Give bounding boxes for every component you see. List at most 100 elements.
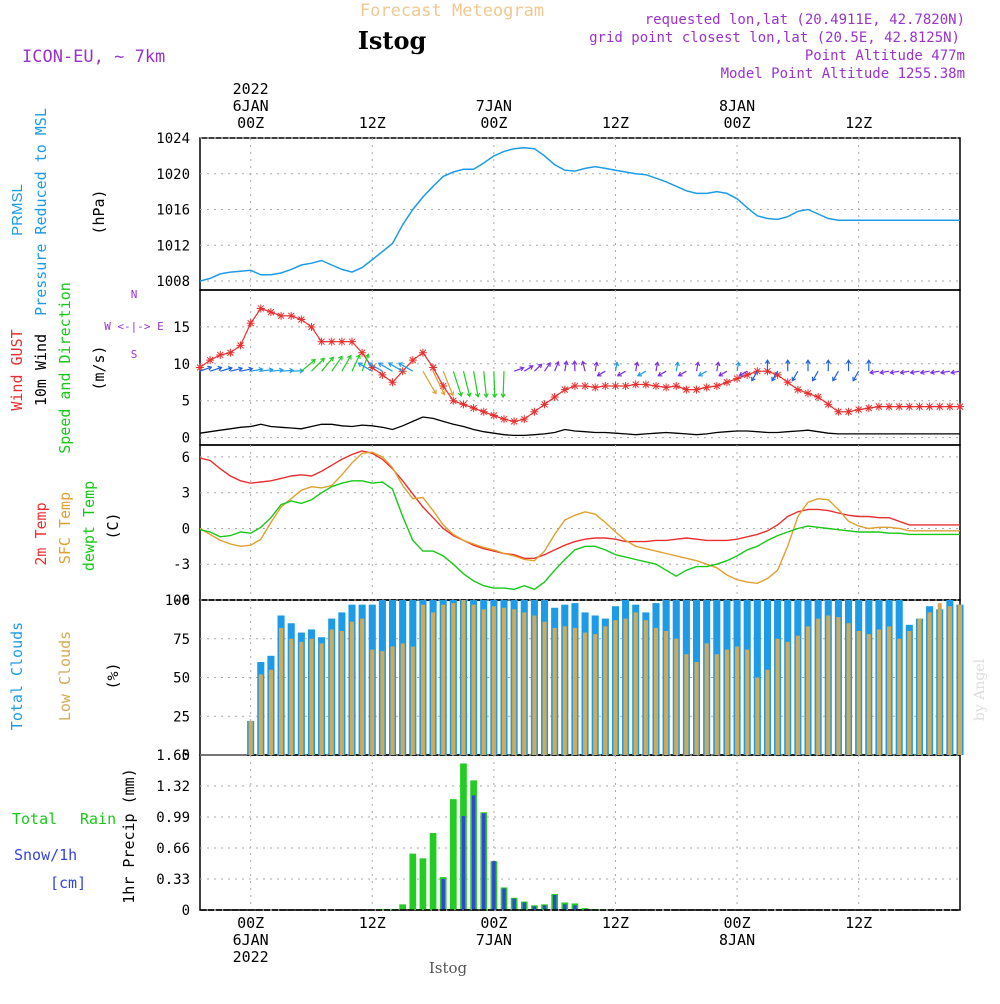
grid-point-coords: grid point closest lon,lat (20.5E, 42.81… <box>589 30 960 46</box>
gust-marker <box>682 386 690 394</box>
low-cloud-bar <box>958 605 962 755</box>
sfctemp-line <box>200 452 960 583</box>
model-name: ICON-EU, ~ 7km <box>22 47 165 67</box>
low-cloud-bar <box>664 631 668 755</box>
compass-n: N <box>131 288 138 301</box>
low-cloud-bar <box>654 628 658 755</box>
top-time-label: 6JAN <box>233 97 269 115</box>
low-cloud-bar <box>897 639 901 755</box>
gust-marker <box>915 403 923 411</box>
label-snow: Snow/1h <box>14 846 77 864</box>
gust-marker <box>297 316 305 324</box>
panel-frame <box>200 755 960 910</box>
top-time-label: 8JAN <box>719 97 755 115</box>
requested-coords: requested lon,lat (20.4911E, 42.7820N) <box>645 12 965 28</box>
compass-we: W <-|-> E <box>104 320 164 333</box>
gust-marker <box>480 408 488 416</box>
bottom-time-label: 00Z <box>480 914 507 932</box>
bottom-time-label: 12Z <box>845 914 872 932</box>
gust-marker <box>723 378 731 386</box>
gust-marker <box>348 338 356 346</box>
y-tick-label: 3 <box>182 486 190 502</box>
low-cloud-bar <box>847 623 851 755</box>
gust-marker <box>551 393 559 401</box>
bottom-time-label: 7JAN <box>476 931 512 949</box>
snow-bar <box>441 879 444 910</box>
low-cloud-bar <box>806 626 810 755</box>
gust-marker <box>500 415 508 423</box>
bottom-time-label: 8JAN <box>719 931 755 949</box>
bottom-time-label: 12Z <box>359 914 386 932</box>
rain-bar <box>430 833 437 910</box>
low-cloud-bar <box>887 626 891 755</box>
y-tick-label: 1024 <box>156 131 190 147</box>
panel-frame <box>200 445 960 600</box>
gust-marker <box>662 383 670 391</box>
gust-marker <box>622 382 630 390</box>
low-cloud-bar <box>401 643 405 755</box>
gust-marker <box>865 404 873 412</box>
gust-marker <box>652 382 660 390</box>
y-tick-label: 1008 <box>156 274 190 290</box>
gust-marker <box>895 403 903 411</box>
wind10m-line <box>200 417 960 435</box>
gust-marker <box>591 383 599 391</box>
compass-s: S <box>131 348 138 361</box>
low-cloud-bar <box>867 634 871 755</box>
low-cloud-bar <box>472 605 476 755</box>
gust-marker <box>510 417 518 425</box>
gust-marker <box>459 400 467 408</box>
gust-marker <box>855 406 863 414</box>
snow-bar <box>502 888 505 910</box>
low-cloud-bar <box>279 628 283 755</box>
rain-bar <box>399 904 406 910</box>
temp2m-line <box>200 451 960 558</box>
gust-marker <box>946 403 954 411</box>
low-cloud-bar <box>512 609 516 755</box>
low-cloud-bar <box>644 620 648 755</box>
low-cloud-bar <box>421 605 425 755</box>
low-cloud-bar <box>674 639 678 755</box>
y-tick-label: 1016 <box>156 203 190 219</box>
gust-marker <box>206 356 214 364</box>
snow-bar <box>492 861 495 910</box>
gust-marker <box>581 382 589 390</box>
gust-marker <box>905 403 913 411</box>
low-cloud-bar <box>715 654 719 755</box>
bottom-time-label: 00Z <box>237 914 264 932</box>
y-tick-label: 0.33 <box>156 872 190 888</box>
low-cloud-bar <box>907 631 911 755</box>
gust-marker <box>490 411 498 419</box>
low-cloud-bar <box>725 650 729 755</box>
gust-marker <box>520 415 528 423</box>
top-time-label: 00Z <box>237 114 264 132</box>
gust-marker <box>632 380 640 388</box>
gust-marker <box>926 403 934 411</box>
snow-bar <box>563 904 566 910</box>
top-time-label: 12Z <box>359 114 386 132</box>
y-tick-label: 50 <box>173 671 190 687</box>
rain-bar <box>409 854 416 910</box>
gust-marker <box>277 312 285 320</box>
y-tick-label: 0 <box>182 903 190 919</box>
gust-marker <box>804 389 812 397</box>
label-percent: (%) <box>104 662 122 689</box>
precip-panel-labels: Total Rain Snow/1h [cm] 1hr Precip (mm) <box>12 768 138 903</box>
y-tick-label: 1012 <box>156 238 190 254</box>
low-cloud-bar <box>391 647 395 756</box>
low-cloud-bar <box>695 662 699 755</box>
dewpt-line <box>200 481 960 590</box>
panel-4: 00.330.660.991.321.65 <box>156 748 960 919</box>
low-cloud-bar <box>543 622 547 755</box>
low-cloud-bar <box>299 642 303 755</box>
low-cloud-bar <box>755 678 759 756</box>
low-cloud-bar <box>948 606 952 755</box>
label-rain: Rain <box>80 810 116 828</box>
gust-marker <box>571 382 579 390</box>
gust-line <box>200 309 960 422</box>
gust-marker <box>287 312 295 320</box>
gust-marker <box>307 323 315 331</box>
low-cloud-bar <box>624 619 628 755</box>
